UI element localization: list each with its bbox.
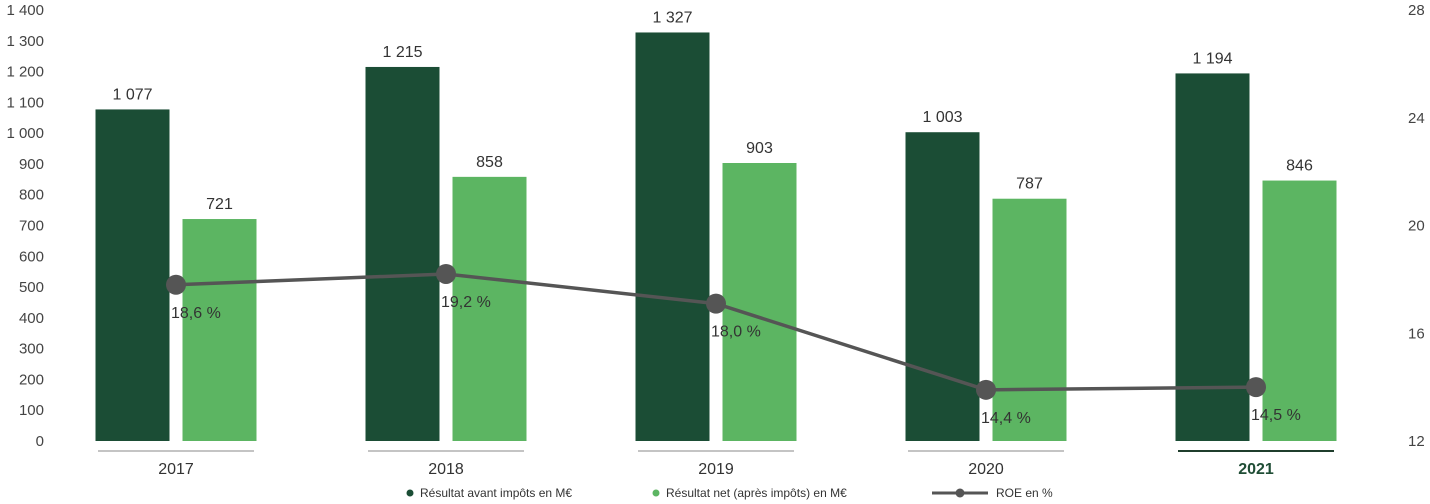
y-left-tick-label: 100: [19, 402, 44, 419]
y-left-tick-label: 600: [19, 248, 44, 265]
category-label: 2018: [428, 461, 464, 478]
bar-pretax-label: 1 077: [112, 86, 152, 103]
legend-marker-pretax: [406, 489, 414, 497]
y-left-tick-label: 1 000: [6, 125, 44, 142]
bar-net: [1262, 180, 1337, 441]
y-left-tick-label: 500: [19, 279, 44, 296]
bar-net: [992, 198, 1067, 441]
y-left-tick-label: 300: [19, 341, 44, 358]
bars-group: 1 077 721 1 215 858 1 327 903 1 003 787 1 194 846: [95, 9, 1337, 441]
category-label: 2017: [158, 461, 194, 478]
category-label: 2020: [968, 461, 1004, 478]
legend-label-net: Résultat net (après impôts) en M€: [666, 486, 847, 500]
bar-pretax: [635, 32, 710, 441]
bar-pretax-label: 1 215: [382, 44, 422, 61]
y-left-tick-label: 1 100: [6, 94, 44, 111]
y-right-tick-label: 16: [1408, 325, 1425, 342]
roe-point: [1246, 377, 1266, 398]
bar-pretax-label: 1 003: [922, 109, 962, 126]
bar-net-label: 846: [1286, 158, 1313, 175]
roe-label: 14,5 %: [1251, 407, 1301, 424]
y-left-tick-label: 0: [36, 433, 44, 450]
legend-marker-roe: [955, 488, 965, 498]
bar-pretax: [365, 66, 440, 441]
roe-label: 18,6 %: [171, 305, 221, 322]
bar-pretax-label: 1 194: [1192, 50, 1232, 67]
legend: Résultat avant impôts en M€ Résultat net …: [406, 486, 1053, 500]
y-left-tick-label: 1 400: [6, 2, 44, 19]
roe-label: 14,4 %: [981, 410, 1031, 427]
roe-point: [166, 274, 186, 295]
roe-point: [436, 263, 456, 284]
category-baselines: 2017 2018 2019 2020 2021: [98, 450, 1334, 478]
category-label: 2019: [698, 461, 734, 478]
bar-net-label: 787: [1016, 176, 1043, 193]
roe-label: 19,2 %: [441, 294, 491, 311]
y-left-tick-label: 200: [19, 371, 44, 388]
bar-pretax-label: 1 327: [652, 9, 692, 26]
roe-line-group: 18,6 % 19,2 % 18,0 % 14,4 % 14,5 %: [166, 263, 1301, 427]
y-right-tick-label: 24: [1408, 110, 1425, 127]
bar-pretax: [905, 132, 980, 441]
y-left-tick-label: 800: [19, 187, 44, 204]
roe-point: [976, 379, 996, 400]
category-label: 2021: [1238, 461, 1274, 478]
bar-net: [722, 163, 797, 441]
bar-net: [182, 219, 257, 441]
roe-point: [706, 293, 726, 314]
y-right-tick-label: 28: [1408, 2, 1425, 19]
roe-label: 18,0 %: [711, 324, 761, 341]
y-axis-right: 12 16 20 24 28: [1408, 2, 1425, 450]
legend-label-roe: ROE en %: [996, 486, 1053, 500]
legend-label-pretax: Résultat avant impôts en M€: [420, 486, 572, 500]
legend-marker-net: [652, 489, 660, 497]
bar-net-label: 721: [206, 196, 233, 213]
bar-net: [452, 176, 527, 441]
y-left-tick-label: 400: [19, 310, 44, 327]
y-right-tick-label: 12: [1408, 433, 1425, 450]
bar-pretax: [1175, 73, 1250, 441]
y-left-tick-label: 900: [19, 156, 44, 173]
y-left-tick-label: 700: [19, 218, 44, 235]
y-axis-left: 0 100 200 300 400 500 600 700 800 900 1 000 1 100 1 …: [6, 2, 44, 450]
bar-net-label: 903: [746, 140, 773, 157]
bar-pretax: [95, 109, 170, 441]
bar-net-label: 858: [476, 154, 503, 171]
y-left-tick-label: 1 300: [6, 33, 44, 50]
y-right-tick-label: 20: [1408, 218, 1425, 235]
y-left-tick-label: 1 200: [6, 64, 44, 81]
